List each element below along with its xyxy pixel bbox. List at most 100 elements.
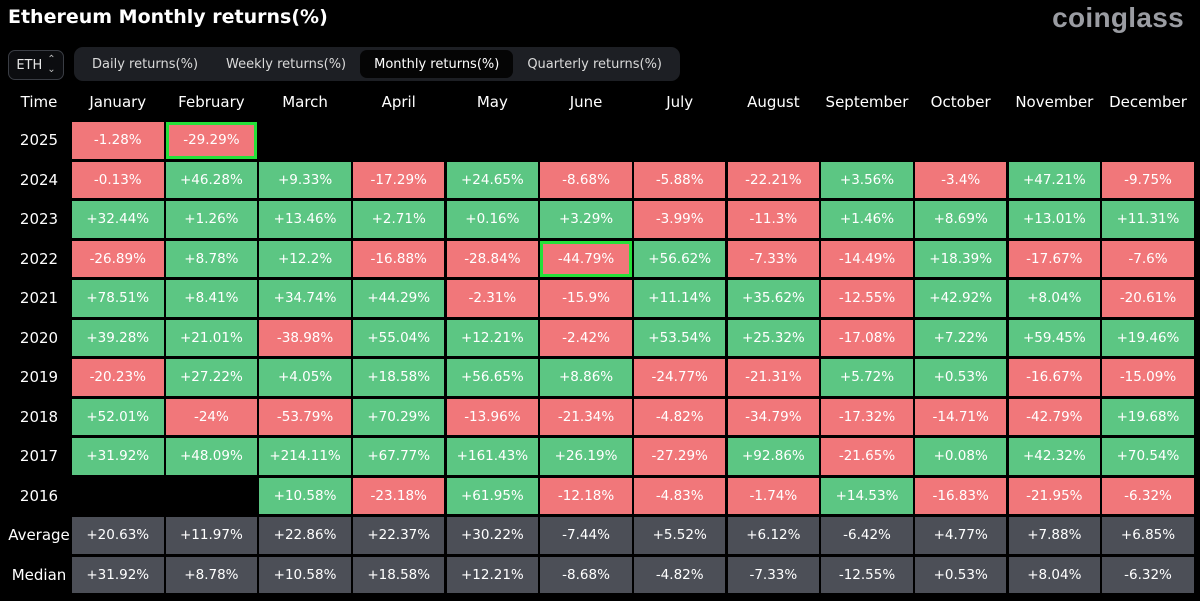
heatmap-cell-2017-february: +48.09%	[165, 438, 258, 475]
heatmap-cell-2017-june: +26.19%	[540, 438, 632, 475]
column-header-august: August	[747, 93, 800, 111]
heatmap-cell-2018-november: -42.79%	[1008, 398, 1101, 435]
heatmap-cell-2019-april: +18.58%	[352, 359, 445, 396]
summary-cell-median-february: +8.78%	[165, 556, 258, 593]
row-label-2023: 2023	[19, 210, 59, 229]
column-header-march: March	[282, 93, 328, 111]
row-label-median: Median	[11, 565, 67, 584]
heatmap-cell-2022-january: -26.89%	[72, 240, 164, 277]
heatmap-cell-2017-july: -27.29%	[633, 438, 726, 475]
heatmap-cell-2020-march: -38.98%	[259, 319, 351, 356]
heatmap-cell-2016-november: -21.95%	[1008, 477, 1101, 514]
column-header-june: June	[569, 93, 603, 111]
heatmap-cell-2022-november: -17.67%	[1008, 240, 1101, 277]
summary-cell-average-april: +22.37%	[352, 517, 445, 554]
tab-quarterly-returns[interactable]: Quarterly returns(%)	[527, 56, 663, 72]
heatmap-cell-2021-april: +44.29%	[352, 280, 445, 317]
asset-selector[interactable]: ETH ⌃ ⌄	[8, 50, 64, 80]
heatmap-cell-2016-september: +14.53%	[821, 477, 913, 514]
row-label-2022: 2022	[19, 249, 59, 268]
heatmap-cell-2019-march: +4.05%	[259, 359, 351, 396]
summary-cell-median-november: +8.04%	[1008, 556, 1101, 593]
heatmap-cell-2021-july: +11.14%	[633, 280, 726, 317]
heatmap-cell-2022-april: -16.88%	[352, 240, 445, 277]
summary-cell-median-october: +0.53%	[914, 556, 1007, 593]
heatmap-cell-2020-february: +21.01%	[165, 319, 258, 356]
chevron-up-down-icon: ⌃ ⌄	[47, 54, 56, 75]
heatmap-cell-2023-november: +13.01%	[1008, 201, 1101, 238]
heatmap-cell-2017-october: +0.08%	[914, 438, 1007, 475]
tab-weekly-returns[interactable]: Weekly returns(%)	[226, 56, 347, 72]
asset-selector-value: ETH	[16, 57, 43, 73]
heatmap-cell-2017-august: +92.86%	[727, 438, 820, 475]
heatmap-cell-2022-october: +18.39%	[914, 240, 1007, 277]
summary-cell-average-may: +30.22%	[446, 517, 539, 554]
heatmap-cell-2016-august: -1.74%	[727, 477, 820, 514]
heatmap-cell-2023-december: +11.31%	[1102, 201, 1194, 238]
summary-cell-average-march: +22.86%	[259, 517, 351, 554]
row-label-2025: 2025	[19, 131, 59, 150]
summary-cell-average-august: +6.12%	[727, 517, 820, 554]
column-header-february: February	[178, 93, 245, 111]
heatmap-cell-2017-april: +67.77%	[352, 438, 445, 475]
corner-label: Time	[20, 93, 58, 111]
heatmap-cell-2023-september: +1.46%	[821, 201, 913, 238]
heatmap-cell-2023-june: +3.29%	[540, 201, 632, 238]
heatmap-cell-2024-december: -9.75%	[1102, 161, 1194, 198]
heatmap-cell-2024-march: +9.33%	[259, 161, 351, 198]
heatmap-cell-2017-may: +161.43%	[446, 438, 539, 475]
heatmap-cell-2020-september: -17.08%	[821, 319, 913, 356]
heatmap-cell-2021-may: -2.31%	[446, 280, 539, 317]
summary-cell-median-march: +10.58%	[259, 556, 351, 593]
heatmap-cell-2023-march: +13.46%	[259, 201, 351, 238]
heatmap-cell-2020-october: +7.22%	[914, 319, 1007, 356]
heatmap-cell-2017-march: +214.11%	[259, 438, 351, 475]
row-label-2019: 2019	[19, 368, 59, 387]
column-header-september: September	[825, 93, 909, 111]
row-label-2024: 2024	[19, 170, 59, 189]
summary-cell-average-november: +7.88%	[1008, 517, 1101, 554]
row-label-2016: 2016	[19, 486, 59, 505]
heatmap-cell-2022-may: -28.84%	[446, 240, 539, 277]
heatmap-cell-2019-august: -21.31%	[727, 359, 820, 396]
heatmap-cell-2022-march: +12.2%	[259, 240, 351, 277]
heatmap-cell-2021-august: +35.62%	[727, 280, 820, 317]
summary-cell-median-may: +12.21%	[446, 556, 539, 593]
heatmap-cell-2016-june: -12.18%	[540, 477, 632, 514]
heatmap-cell-2023-may: +0.16%	[446, 201, 539, 238]
brand-logo: coinglass	[1052, 2, 1184, 33]
heatmap-cell-2021-october: +42.92%	[914, 280, 1007, 317]
summary-cell-average-december: +6.85%	[1102, 517, 1194, 554]
heatmap-cell-2020-december: +19.46%	[1102, 319, 1194, 356]
column-header-january: January	[89, 93, 147, 111]
tab-monthly-returns[interactable]: Monthly returns(%)	[360, 50, 514, 78]
heatmap-cell-2016-july: -4.83%	[633, 477, 726, 514]
heatmap-cell-2024-july: -5.88%	[633, 161, 726, 198]
heatmap-cell-2020-may: +12.21%	[446, 319, 539, 356]
heatmap-cell-2021-september: -12.55%	[821, 280, 913, 317]
column-header-may: May	[476, 93, 508, 111]
column-header-december: December	[1109, 93, 1187, 111]
heatmap-cell-2023-july: -3.99%	[633, 201, 726, 238]
heatmap-cell-2023-february: +1.26%	[165, 201, 258, 238]
heatmap-cell-2018-october: -14.71%	[914, 398, 1007, 435]
heatmap-cell-2021-february: +8.41%	[165, 280, 258, 317]
heatmap-cell-2025-february: -29.29%	[165, 122, 258, 159]
column-header-october: October	[930, 93, 991, 111]
tab-daily-returns[interactable]: Daily returns(%)	[92, 56, 199, 72]
heatmap-cell-2018-september: -17.32%	[821, 398, 913, 435]
heatmap-cell-2017-november: +42.32%	[1008, 438, 1101, 475]
heatmap-cell-2021-november: +8.04%	[1008, 280, 1101, 317]
summary-cell-average-june: -7.44%	[540, 517, 632, 554]
heatmap-cell-2018-july: -4.82%	[633, 398, 726, 435]
heatmap-cell-2016-december: -6.32%	[1102, 477, 1194, 514]
heatmap-cell-2024-november: +47.21%	[1008, 161, 1101, 198]
heatmap-cell-2018-april: +70.29%	[352, 398, 445, 435]
heatmap-cell-2021-march: +34.74%	[259, 280, 351, 317]
returns-period-tabs: Daily returns(%) Weekly returns(%) Month…	[74, 47, 681, 81]
heatmap-cell-2023-january: +32.44%	[72, 201, 164, 238]
heatmap-cell-2021-june: -15.9%	[540, 280, 632, 317]
heatmap-cell-2018-june: -21.34%	[540, 398, 632, 435]
summary-cell-median-september: -12.55%	[821, 556, 913, 593]
heatmap-cell-2022-june: -44.79%	[540, 240, 632, 277]
